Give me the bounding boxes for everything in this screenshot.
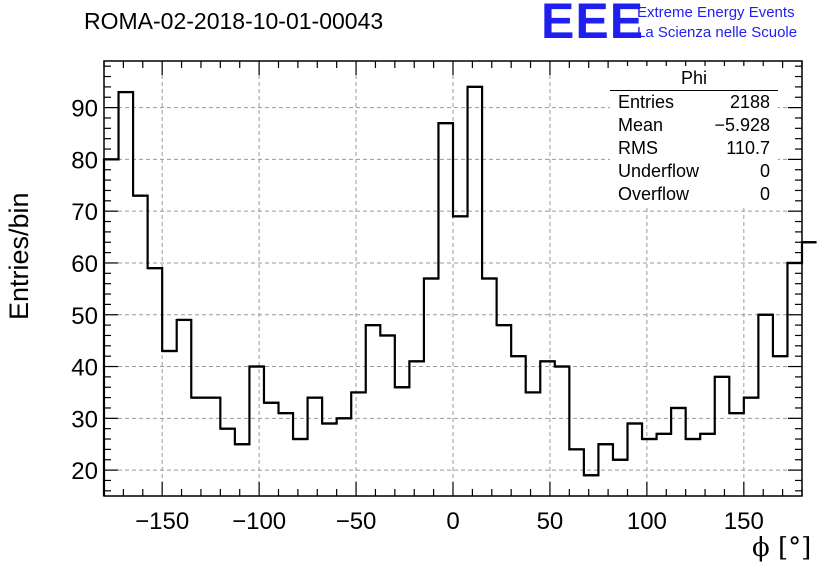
y-tick-label: 80 (71, 147, 98, 174)
y-tick-label: 30 (71, 406, 98, 433)
stats-value: −5.928 (714, 115, 770, 135)
y-tick-label: 40 (71, 355, 98, 382)
logo-text-line1: Extreme Energy Events (637, 4, 795, 21)
y-axis-label: Entries/bin (4, 192, 34, 320)
stats-box-divider (610, 90, 778, 91)
x-tick-label: −50 (336, 508, 377, 535)
axis-ticks (103, 61, 803, 496)
x-tick-label: 150 (724, 508, 764, 535)
stats-value: 2188 (729, 92, 770, 112)
y-tick-label: 70 (71, 199, 98, 226)
axis-tick-labels: −150 −100 −50 0 50 100 150 20 30 40 50 60 70 80 90 (71, 96, 764, 535)
stats-key: Entries (618, 92, 675, 112)
y-tick-label: 20 (71, 458, 98, 485)
histogram-outline (102, 85, 817, 496)
stats-value: 0 (759, 184, 770, 204)
x-axis-label: ϕ [°] (752, 533, 812, 563)
y-tick-label: 60 (71, 251, 98, 278)
stats-value: 0 (759, 161, 770, 181)
stats-value: 110.7 (726, 138, 770, 158)
stats-box-title: Phi (680, 68, 707, 88)
logo-text-line2: La Scienza nelle Scuole (637, 24, 798, 41)
x-tick-label: 0 (446, 508, 459, 535)
y-tick-label: 50 (71, 303, 98, 330)
stats-key: Underflow (618, 161, 700, 181)
x-tick-label: 100 (627, 508, 667, 535)
x-tick-label: −100 (232, 508, 286, 535)
x-tick-label: 50 (537, 508, 564, 535)
stats-key: Mean (618, 115, 664, 135)
histogram-bins (102, 85, 817, 496)
y-tick-label: 90 (71, 96, 98, 123)
stats-key: RMS (618, 138, 658, 158)
plot-title: ROMA-02-2018-10-01-00043 (84, 8, 384, 34)
stats-key: Overflow (618, 184, 690, 204)
x-tick-label: −150 (135, 508, 189, 535)
eee-logo: EEE (541, 0, 645, 49)
stats-box: Phi Entries 2188 Mean −5.928 RMS 110.7 U… (610, 66, 778, 206)
